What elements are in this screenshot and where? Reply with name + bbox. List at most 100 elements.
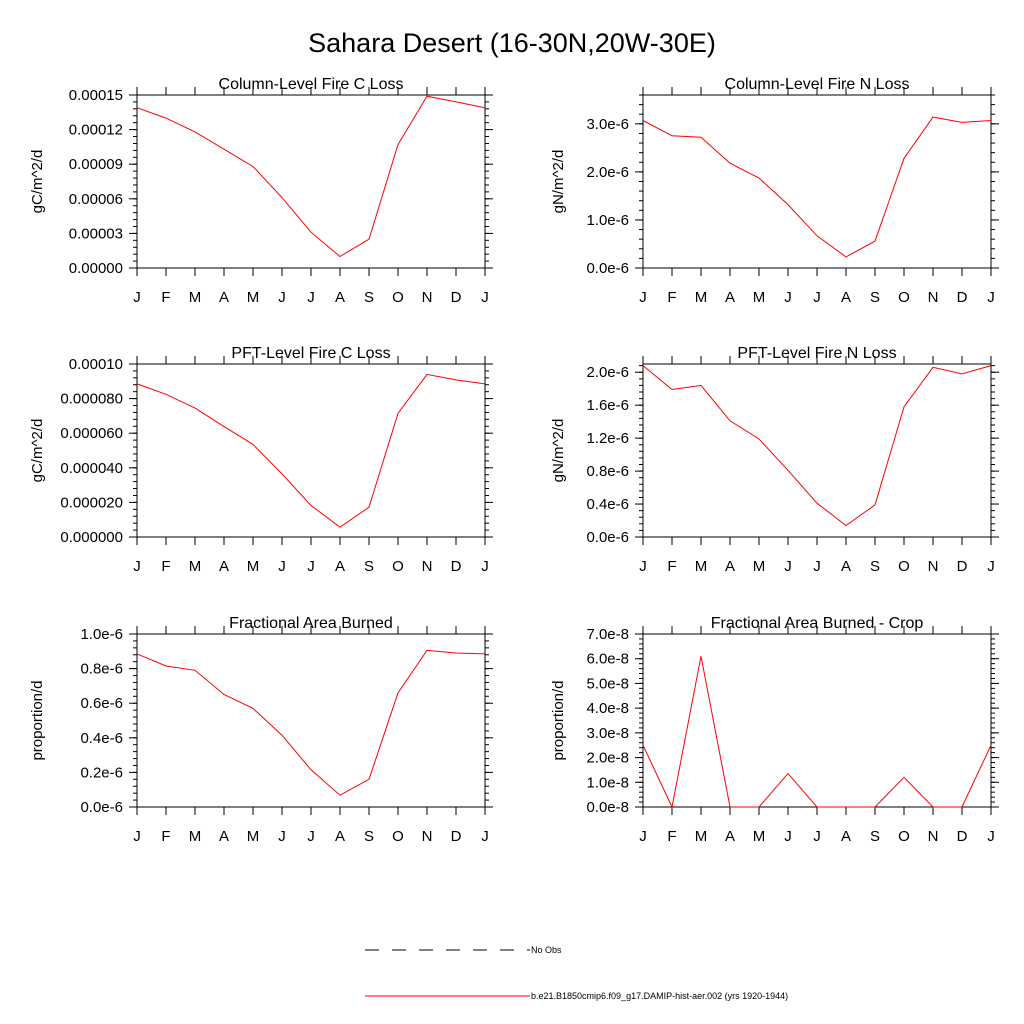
x-tick-label: D <box>957 828 968 845</box>
y-tick-label: 0.00010 <box>69 356 123 373</box>
plot-frame <box>642 94 992 269</box>
x-tick-label: J <box>987 558 995 575</box>
y-tick-label: 0.0e-8 <box>586 799 629 816</box>
panel-title: Fractional Area Burned <box>229 615 393 632</box>
x-tick-label: J <box>133 289 141 306</box>
y-axis-label: gN/m^2/d <box>550 150 567 214</box>
y-tick-label: 1.0e-6 <box>586 212 629 229</box>
x-tick-label: S <box>364 289 374 306</box>
x-tick-label: J <box>987 289 995 306</box>
x-tick-label: N <box>928 828 939 845</box>
y-axis-label: gN/m^2/d <box>550 419 567 483</box>
x-tick-label: N <box>422 558 433 575</box>
y-tick-label: 0.8e-6 <box>586 463 629 480</box>
y-tick-label: 0.0e-6 <box>586 260 629 277</box>
x-tick-label: A <box>725 558 735 575</box>
x-tick-label: M <box>695 558 708 575</box>
y-tick-label: 0.000020 <box>60 494 123 511</box>
x-tick-label: J <box>639 558 647 575</box>
y-tick-label: 1.0e-8 <box>586 774 629 791</box>
x-tick-label: J <box>307 828 315 845</box>
x-tick-label: A <box>725 289 735 306</box>
x-tick-label: S <box>364 558 374 575</box>
x-tick-label: J <box>278 289 286 306</box>
x-tick-label: J <box>133 828 141 845</box>
x-tick-label: A <box>335 558 345 575</box>
x-tick-label: M <box>247 289 260 306</box>
y-tick-label: 3.0e-6 <box>586 116 629 133</box>
y-tick-label: 0.6e-6 <box>80 695 123 712</box>
x-tick-label: M <box>247 828 260 845</box>
y-axis-label: gC/m^2/d <box>29 150 46 214</box>
y-tick-label: 0.4e-6 <box>80 730 123 747</box>
x-tick-label: O <box>898 289 910 306</box>
x-tick-label: N <box>928 289 939 306</box>
x-tick-label: J <box>133 558 141 575</box>
x-tick-label: J <box>784 289 792 306</box>
y-tick-label: 0.00006 <box>69 191 123 208</box>
x-tick-label: A <box>841 558 851 575</box>
figure-title: Sahara Desert (16-30N,20W-30E) <box>308 28 716 58</box>
y-axis-label: proportion/d <box>29 680 46 760</box>
plot-frame <box>136 633 486 808</box>
x-tick-label: M <box>753 828 766 845</box>
panel-title: PFT-Level Fire N Loss <box>737 345 896 362</box>
x-tick-label: J <box>784 828 792 845</box>
x-tick-label: M <box>695 828 708 845</box>
x-tick-label: M <box>753 558 766 575</box>
y-tick-label: 2.0e-6 <box>586 364 629 381</box>
legend-label-no-obs: No Obs <box>531 945 562 955</box>
plot-frame <box>136 94 486 269</box>
y-tick-label: 5.0e-8 <box>586 675 629 692</box>
x-tick-label: O <box>392 289 404 306</box>
series-line <box>136 373 486 528</box>
x-tick-label: J <box>784 558 792 575</box>
x-tick-label: A <box>219 289 229 306</box>
x-tick-label: A <box>219 558 229 575</box>
x-tick-label: D <box>957 289 968 306</box>
x-tick-label: J <box>481 828 489 845</box>
x-tick-label: J <box>307 289 315 306</box>
y-tick-label: 1.2e-6 <box>586 430 629 447</box>
x-tick-label: J <box>307 558 315 575</box>
y-tick-label: 2.0e-8 <box>586 750 629 767</box>
y-tick-label: 3.0e-8 <box>586 725 629 742</box>
y-tick-label: 0.00012 <box>69 122 123 139</box>
x-tick-label: J <box>278 828 286 845</box>
x-tick-label: D <box>957 558 968 575</box>
plot-frame <box>136 363 486 538</box>
x-tick-label: A <box>219 828 229 845</box>
panel-title: Column-Level Fire C Loss <box>219 76 404 93</box>
series-line <box>642 656 992 809</box>
x-tick-label: J <box>639 828 647 845</box>
y-axis-label: gC/m^2/d <box>29 419 46 483</box>
x-tick-label: M <box>753 289 766 306</box>
y-tick-label: 0.00003 <box>69 225 123 242</box>
legend-label-model: b.e21.B1850cmip6.f09_g17.DAMIP-hist-aer.… <box>531 991 788 1001</box>
y-tick-label: 0.000060 <box>60 425 123 442</box>
x-tick-label: F <box>667 289 676 306</box>
y-tick-label: 1.6e-6 <box>586 397 629 414</box>
x-tick-label: M <box>189 558 202 575</box>
panel-title: Fractional Area Burned - Crop <box>711 615 924 632</box>
x-tick-label: J <box>813 558 821 575</box>
series-line <box>642 116 992 258</box>
x-tick-label: J <box>813 289 821 306</box>
x-tick-label: D <box>451 289 462 306</box>
x-tick-label: F <box>161 828 170 845</box>
x-tick-label: S <box>870 828 880 845</box>
y-tick-label: 0.000000 <box>60 529 123 546</box>
x-tick-label: F <box>667 558 676 575</box>
x-tick-label: O <box>898 828 910 845</box>
y-tick-label: 2.0e-6 <box>586 164 629 181</box>
x-tick-label: M <box>695 289 708 306</box>
x-tick-label: J <box>481 289 489 306</box>
y-tick-label: 0.000080 <box>60 391 123 408</box>
y-tick-label: 1.0e-6 <box>80 626 123 643</box>
x-tick-label: M <box>189 289 202 306</box>
x-tick-label: A <box>335 289 345 306</box>
y-tick-label: 6.0e-8 <box>586 651 629 668</box>
